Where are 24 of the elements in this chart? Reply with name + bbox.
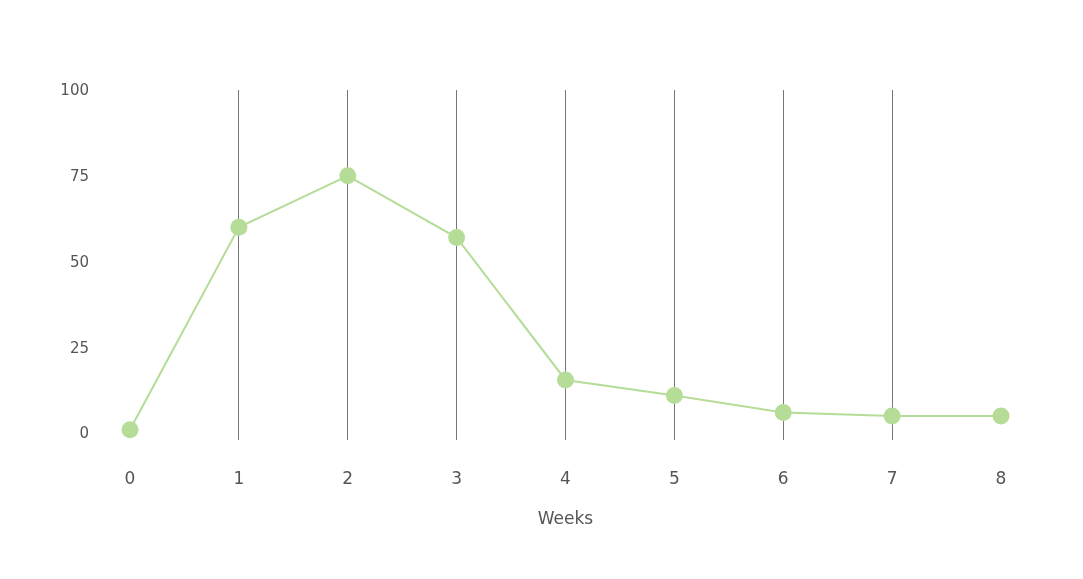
y-tick-label: 75 <box>69 167 89 186</box>
x-axis-title: Weeks <box>537 508 594 529</box>
x-tick-label: 6 <box>777 468 789 488</box>
x-tick-label: 1 <box>233 468 245 488</box>
point <box>992 407 1010 425</box>
x-tick-label: 8 <box>995 468 1007 488</box>
y-tick-label: 100 <box>60 81 89 100</box>
point <box>230 218 248 236</box>
x-tick-label: 0 <box>124 468 136 488</box>
point <box>448 229 466 247</box>
y-tick-label: 25 <box>69 338 89 357</box>
point <box>339 167 357 185</box>
point <box>121 421 139 439</box>
x-tick-label: 3 <box>451 468 463 488</box>
point <box>665 386 683 404</box>
y-tick-label: 50 <box>69 252 89 271</box>
x-tick-label: 2 <box>342 468 354 488</box>
x-tick-label: 5 <box>668 468 680 488</box>
x-tick-label: 7 <box>886 468 898 488</box>
x-tick-label: 4 <box>560 468 571 488</box>
point <box>774 404 792 422</box>
y-tick-label: 0 <box>79 424 89 443</box>
point <box>883 407 901 425</box>
point <box>557 371 574 389</box>
